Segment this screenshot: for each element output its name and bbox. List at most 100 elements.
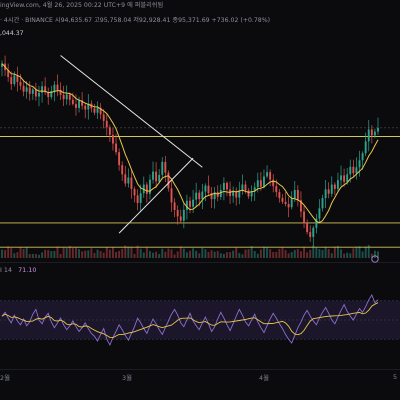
candle-body (28, 87, 31, 94)
volume-bar (346, 252, 349, 258)
volume-bar (250, 246, 253, 258)
volume-bar (324, 246, 327, 258)
candle-body (148, 179, 151, 194)
volume-bar (222, 253, 225, 258)
candle-body (102, 114, 105, 121)
volume-bar (213, 251, 216, 258)
candle-body (290, 198, 293, 208)
candle-body (278, 192, 281, 199)
candle-body (118, 152, 121, 166)
volume-bar (247, 249, 250, 258)
volume-bar (201, 247, 204, 258)
candle-body (303, 211, 305, 224)
volume-bar (315, 247, 318, 258)
volume-bar (71, 248, 74, 258)
trendlines (60, 55, 203, 234)
volume-bar (118, 250, 121, 258)
volume-bar (318, 249, 321, 258)
candle-body (364, 141, 367, 154)
volume-bar (361, 251, 364, 258)
volume-bar (81, 251, 84, 258)
volume-bar (358, 246, 361, 258)
candle-body (241, 184, 244, 191)
candle-body (13, 75, 16, 85)
candle-body (210, 193, 213, 200)
volume-bar (238, 253, 241, 258)
candle-body (312, 227, 315, 237)
volume-bar (377, 251, 379, 258)
volume-bar (189, 250, 191, 258)
candle-body (179, 216, 182, 221)
candle-body (269, 172, 272, 180)
candle-body (158, 174, 161, 182)
rsi-line (1, 294, 379, 347)
candle-body (87, 103, 90, 110)
candle-body (38, 92, 40, 97)
volume-bar (90, 248, 93, 258)
candle-body (112, 134, 114, 144)
candle-body (152, 171, 154, 180)
candle-body (59, 90, 62, 95)
volume-bar (272, 251, 275, 258)
volume-bar (41, 252, 44, 258)
pane-divider (0, 262, 400, 263)
volume-bar (62, 247, 65, 258)
candle-body (346, 174, 349, 182)
candle-body (250, 191, 253, 197)
candle-body (167, 172, 170, 189)
volume-bar (10, 248, 13, 258)
volume-bar (4, 250, 7, 258)
candle-body (25, 87, 28, 92)
candle-body (16, 75, 19, 82)
volume-bar (28, 254, 31, 258)
candle-body (31, 89, 34, 94)
candle-body (281, 198, 284, 202)
volume-bar (327, 249, 330, 258)
volume-bar (219, 253, 222, 258)
volume-bar (142, 252, 145, 258)
candle-body (306, 223, 309, 233)
ohlc-open: 시94,635.67 (54, 17, 93, 24)
volume-bar (65, 248, 68, 258)
volume-bar (367, 245, 370, 258)
volume-bar (192, 248, 195, 258)
volume-bar (370, 253, 373, 258)
volume-bar (256, 253, 259, 258)
candle-body (253, 187, 256, 192)
candle-body (22, 85, 25, 92)
volume-bar (53, 250, 56, 258)
price-candles (1, 55, 379, 247)
volume-bar (333, 246, 336, 258)
volume-bar (216, 251, 219, 258)
volume-bar (25, 246, 28, 258)
candle-body (324, 189, 327, 199)
volume-bar (105, 247, 108, 258)
candle-body (121, 165, 124, 175)
volume-bar (102, 252, 105, 258)
candle-body (377, 127, 379, 132)
candle-body (84, 105, 87, 110)
volume-bar (127, 246, 130, 258)
candle-body (108, 127, 111, 135)
candle-body (133, 188, 136, 196)
candle-body (309, 232, 312, 237)
candle-body (161, 161, 164, 175)
volume-bar (96, 249, 99, 258)
volume-bar (321, 250, 324, 258)
volume-bar (167, 248, 170, 258)
candle-body (99, 107, 102, 115)
volume-bar (210, 250, 213, 258)
candle-body (358, 160, 361, 168)
candle-body (124, 174, 127, 184)
volume-bar (343, 253, 346, 258)
volume-bar (16, 252, 19, 258)
candle-body (127, 177, 130, 184)
candle-body (173, 202, 176, 210)
volume-bar (232, 250, 235, 258)
volume-bar (161, 248, 164, 258)
symbol-line: · 4시간 · BINANCE 시94,635.67 고95,758.04 저9… (0, 15, 270, 24)
volume-bar (1, 249, 3, 258)
volume-bar (364, 246, 367, 258)
candle-body (355, 167, 358, 174)
